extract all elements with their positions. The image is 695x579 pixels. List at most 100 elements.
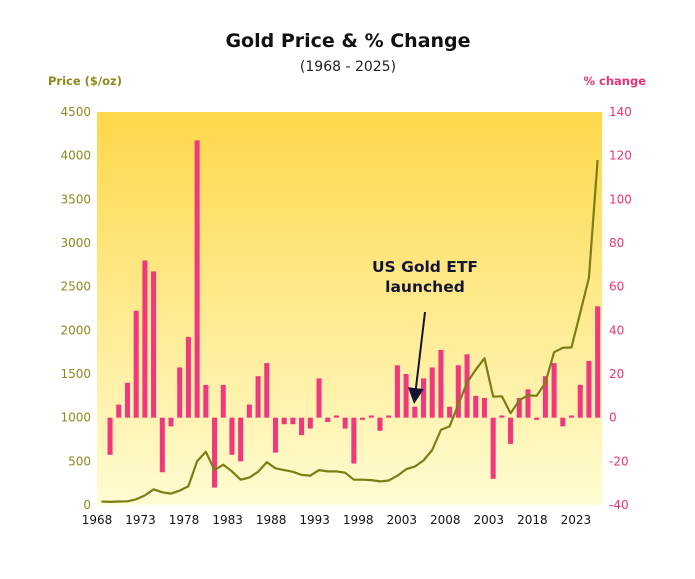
x-tick-label: 1998 (343, 513, 374, 527)
bar (185, 336, 191, 418)
left-tick-label: 3000 (60, 236, 91, 250)
right-tick-label: 80 (609, 236, 624, 250)
bar (508, 417, 514, 444)
x-tick-label: 1993 (299, 513, 330, 527)
chart-subtitle: (1968 - 2025) (300, 59, 396, 75)
left-tick-label: 1000 (60, 411, 91, 425)
left-tick-label: 0 (83, 498, 91, 512)
right-tick-label: 100 (609, 192, 632, 206)
right-tick-label: -40 (609, 498, 629, 512)
bar (516, 398, 522, 418)
chart-title: Gold Price & % Change (225, 30, 470, 52)
x-axis: 1968 1973 1978 1983 1988 1993 1998 2003 2008 2003… (82, 513, 591, 527)
bar (351, 417, 357, 464)
left-tick-label: 4500 (60, 105, 91, 119)
bar (333, 415, 339, 418)
bar (246, 404, 252, 418)
x-tick-label: 2023 (561, 513, 592, 527)
right-tick-label: 140 (609, 105, 632, 119)
bar (325, 417, 331, 423)
bar (133, 310, 139, 418)
left-tick-label: 1500 (60, 367, 91, 381)
bar (420, 378, 427, 418)
bar (438, 349, 444, 418)
right-tick-label: 40 (609, 323, 624, 337)
left-tick-label: 2500 (60, 280, 91, 294)
right-axis: -40 -20 0 20 40 60 80 100 120 140 (609, 105, 632, 512)
left-tick-label: 3500 (60, 192, 91, 206)
bar (151, 271, 157, 418)
right-tick-label: 60 (609, 280, 624, 294)
bar (177, 367, 183, 418)
right-axis-title: % change (583, 74, 646, 88)
bar (307, 417, 313, 429)
line-series (101, 159, 599, 503)
bar (142, 260, 148, 418)
bar (595, 306, 601, 418)
x-tick-label: 2003 (474, 513, 505, 527)
right-tick-label: -20 (609, 454, 629, 468)
left-axis: 0 500 1000 1500 2000 2500 3000 3500 4000 4500 (60, 105, 91, 512)
bar (473, 395, 479, 418)
bar (560, 417, 566, 427)
bar (551, 363, 557, 418)
bar (586, 360, 592, 418)
bar (386, 415, 392, 418)
bar (447, 406, 453, 418)
left-tick-label: 500 (68, 454, 91, 468)
annotation-line-1: US Gold ETF (372, 258, 478, 276)
bar (342, 417, 348, 429)
annotation-line-2: launched (385, 278, 465, 296)
bar (429, 367, 435, 418)
bar (394, 365, 400, 418)
right-tick-label: 20 (609, 367, 624, 381)
plot-background (97, 112, 602, 505)
bar (203, 384, 209, 418)
x-tick-label: 1988 (256, 513, 287, 527)
price-line (101, 159, 599, 503)
left-axis-title: Price ($/oz) (48, 74, 122, 88)
right-tick-label: 0 (609, 411, 617, 425)
annotation-arrow (408, 311, 426, 404)
bar (525, 389, 531, 418)
x-tick-label: 1968 (82, 513, 113, 527)
right-tick-label: 120 (609, 149, 632, 163)
bar (159, 417, 165, 473)
x-tick-label: 1973 (125, 513, 156, 527)
bar (577, 384, 583, 418)
bar (212, 417, 218, 488)
bar (229, 417, 235, 455)
bar (299, 417, 305, 436)
bar (220, 384, 226, 418)
bar (464, 354, 470, 418)
bar (316, 378, 322, 418)
bar (272, 417, 279, 453)
bar (569, 415, 575, 418)
bar (255, 376, 261, 418)
bar (481, 398, 487, 418)
annotation: US Gold ETF launched (372, 258, 478, 404)
bar (499, 415, 505, 418)
bar (403, 374, 409, 418)
bar-series (107, 140, 601, 488)
x-tick-label: 1983 (212, 513, 243, 527)
bar (116, 404, 122, 418)
bar (368, 415, 374, 418)
bar (168, 417, 174, 427)
bar (194, 140, 200, 418)
left-tick-label: 4000 (60, 149, 91, 163)
bar (377, 417, 383, 431)
x-tick-label: 2018 (517, 513, 548, 527)
bar (360, 417, 366, 420)
x-tick-label: 2003 (386, 513, 417, 527)
bar (107, 417, 113, 455)
bar (455, 365, 461, 418)
x-tick-label: 1978 (169, 513, 200, 527)
bar (264, 363, 270, 418)
bar (534, 417, 540, 420)
bar (490, 417, 496, 479)
bar (290, 417, 296, 425)
bar (542, 376, 548, 418)
